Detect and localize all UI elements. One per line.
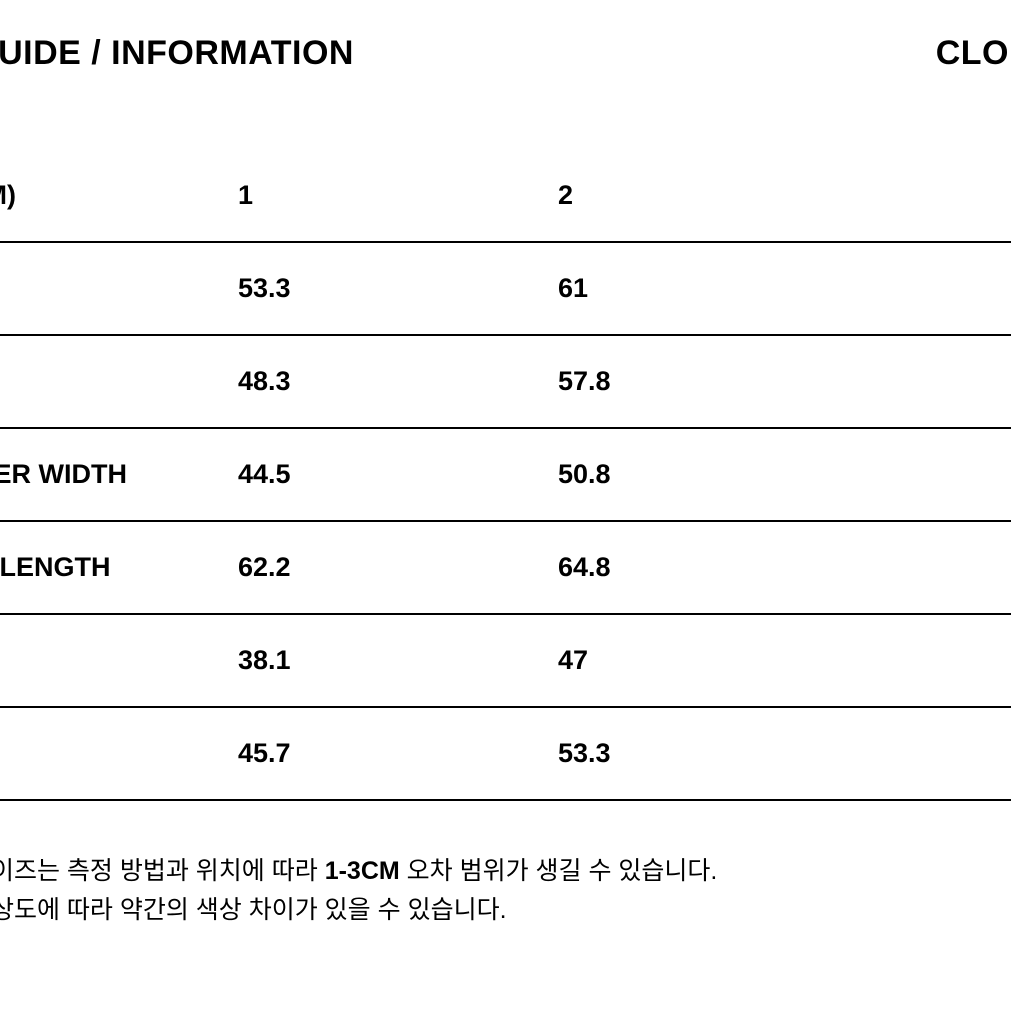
close-button[interactable]: CLO <box>936 34 1009 73</box>
notes: 의 사이즈는 측정 방법과 위치에 따라 1-3CM 오차 범위가 생길 수 있… <box>0 852 1001 930</box>
note-bold: 1-3CM <box>325 857 400 885</box>
note-text: 오차 범위가 생길 수 있습니다. <box>400 857 718 885</box>
measure-val-2: 47 <box>558 614 1011 707</box>
table-body: GTH 53.3 61 ST 48.3 57.8 ULDER WIDTH 44.… <box>0 242 1011 800</box>
measure-val-1: 62.2 <box>238 521 558 614</box>
table-row: M 38.1 47 <box>0 614 1011 707</box>
measure-val-2: 57.8 <box>558 335 1011 428</box>
measure-val-1: 44.5 <box>238 428 558 521</box>
size-guide-page: E GUIDE / INFORMATION CLO E(CM) 1 2 GTH … <box>0 0 1011 1011</box>
measure-label: M <box>0 614 238 707</box>
table-row: ST 45.7 53.3 <box>0 707 1011 800</box>
note-line-1: 의 사이즈는 측정 방법과 위치에 따라 1-3CM 오차 범위가 생길 수 있… <box>0 852 1001 891</box>
table-row: ULDER WIDTH 44.5 50.8 <box>0 428 1011 521</box>
note-text: 의 사이즈는 측정 방법과 위치에 따라 <box>0 857 325 885</box>
table-row: EVE LENGTH 62.2 64.8 <box>0 521 1011 614</box>
measure-val-2: 64.8 <box>558 521 1011 614</box>
note-line-2: 터 해상도에 따라 약간의 색상 차이가 있을 수 있습니다. <box>0 891 1001 930</box>
table-row: GTH 53.3 61 <box>0 242 1011 335</box>
table-header-row: E(CM) 1 2 <box>0 160 1011 242</box>
measure-val-1: 48.3 <box>238 335 558 428</box>
measure-label: EVE LENGTH <box>0 521 238 614</box>
measure-val-2: 50.8 <box>558 428 1011 521</box>
measure-val-2: 61 <box>558 242 1011 335</box>
col-header-2: 2 <box>558 160 1011 242</box>
page-title: E GUIDE / INFORMATION <box>0 34 354 73</box>
measure-label: ST <box>0 707 238 800</box>
size-table-container: E(CM) 1 2 GTH 53.3 61 ST 48.3 57.8 ULDER… <box>0 160 1011 801</box>
measure-val-2: 53.3 <box>558 707 1011 800</box>
col-header-size: E(CM) <box>0 160 238 242</box>
measure-label: ULDER WIDTH <box>0 428 238 521</box>
measure-label: ST <box>0 335 238 428</box>
measure-val-1: 53.3 <box>238 242 558 335</box>
measure-val-1: 45.7 <box>238 707 558 800</box>
size-table: E(CM) 1 2 GTH 53.3 61 ST 48.3 57.8 ULDER… <box>0 160 1011 801</box>
table-row: ST 48.3 57.8 <box>0 335 1011 428</box>
measure-val-1: 38.1 <box>238 614 558 707</box>
measure-label: GTH <box>0 242 238 335</box>
header: E GUIDE / INFORMATION CLO <box>0 34 1011 73</box>
col-header-1: 1 <box>238 160 558 242</box>
